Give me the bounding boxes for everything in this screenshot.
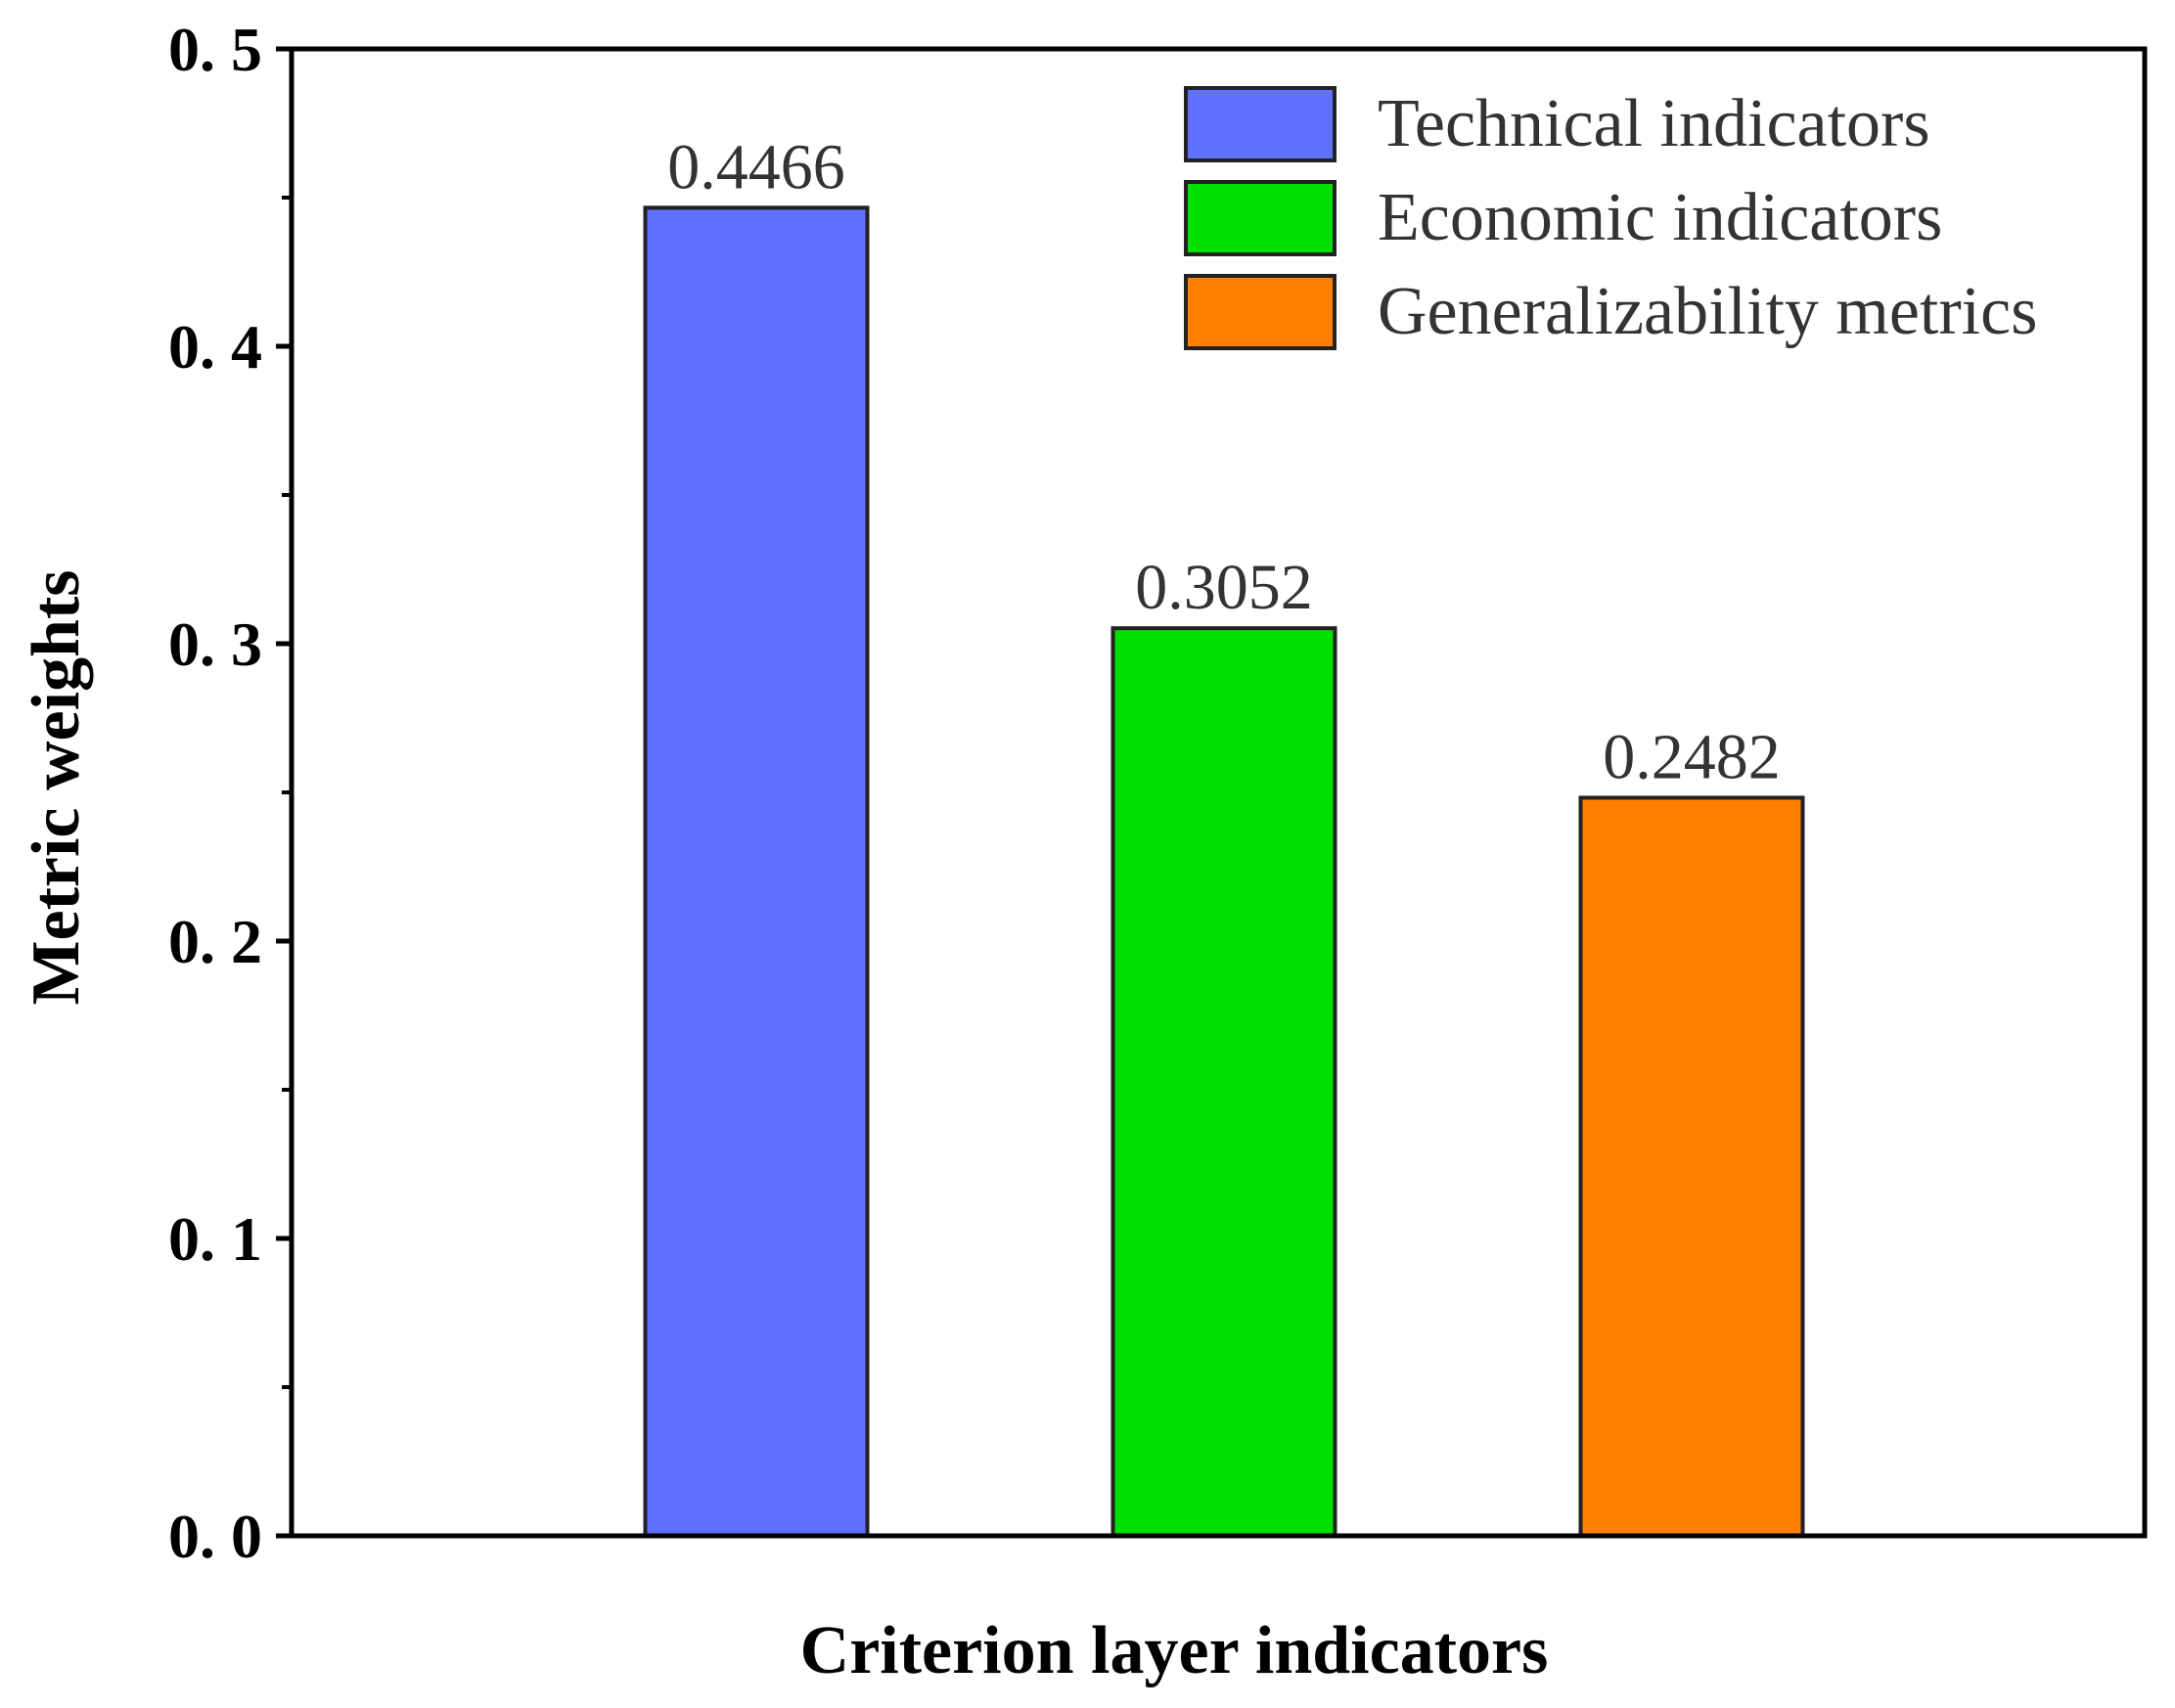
legend-label: Economic indicators (1378, 180, 1942, 255)
x-axis-title: Criterion layer indicators (800, 1613, 1549, 1688)
legend-swatch (1184, 86, 1337, 162)
bar-generalizability-metrics (1578, 795, 1805, 1538)
bar-value-label: 0.2482 (1603, 721, 1781, 792)
bar-value-label: 0.4466 (667, 131, 845, 202)
y-tick-label: 0. 4 (168, 312, 262, 382)
legend-swatch (1184, 180, 1337, 256)
y-tick-label: 0. 5 (168, 15, 262, 84)
bar-technical-indicators (643, 205, 870, 1538)
bar-value-label: 0.3052 (1135, 552, 1313, 623)
legend-label: Technical indicators (1378, 86, 1930, 161)
legend-swatch (1184, 274, 1337, 350)
y-tick-label: 0. 1 (168, 1204, 262, 1274)
bar-economic-indicators (1110, 626, 1337, 1538)
legend-label: Generalizability metrics (1378, 274, 2037, 349)
y-tick-label: 0. 2 (168, 907, 262, 976)
y-axis: 0. 0 0. 1 0. 2 0. 3 0. 4 0. 5 (168, 15, 292, 1571)
legend: Technical indicators Economic indicators G… (1184, 86, 2037, 350)
plot-frame (289, 46, 2148, 1539)
y-axis-title: Metric weights (19, 569, 94, 1005)
bars (643, 205, 1805, 1538)
y-tick-label: 0. 0 (168, 1502, 262, 1571)
data-labels: 0.4466 0.3052 0.2482 (667, 131, 1781, 792)
y-tick-label: 0. 3 (168, 609, 262, 679)
